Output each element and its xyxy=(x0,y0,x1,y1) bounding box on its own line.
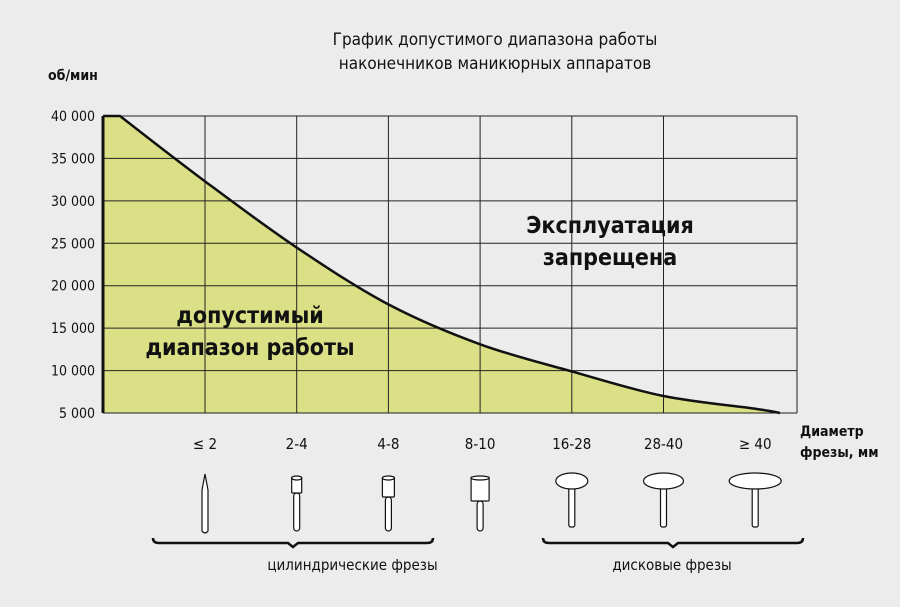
cylindrical-brace xyxy=(151,537,435,549)
x-tick-label: 16-28 xyxy=(552,435,591,453)
cylinder-medium-bur-icon xyxy=(381,475,395,532)
x-tick-label: 8-10 xyxy=(465,435,496,453)
chart-title: График допустимого диапазона работы нако… xyxy=(0,28,900,76)
x-tick-label: 28-40 xyxy=(644,435,683,453)
x-label-line-1: Диаметр xyxy=(800,424,864,440)
y-tick-label: 5 000 xyxy=(59,406,95,422)
allowed-range-annotation: допустимый диапазон работы xyxy=(140,300,360,364)
allowed-area xyxy=(103,116,780,413)
x-label-line-2: фрезы, мм xyxy=(800,445,879,461)
allowed-line-1: допустимый xyxy=(176,303,324,329)
title-line-2: наконечников маникюрных аппаратов xyxy=(338,54,652,74)
disc-small-bur-icon xyxy=(555,472,589,528)
x-axis-label: Диаметр фрезы, мм xyxy=(800,422,879,464)
forbidden-line-1: Эксплуатация xyxy=(526,213,694,239)
x-tick-label: ≤ 2 xyxy=(193,435,217,453)
forbidden-line-2: запрещена xyxy=(542,245,678,271)
cylinder-large-bur-icon xyxy=(470,475,490,532)
cylinder-small-bur-icon xyxy=(291,475,303,532)
forbidden-annotation: Эксплуатация запрещена xyxy=(500,210,720,274)
y-tick-label: 35 000 xyxy=(51,151,95,167)
allowed-line-2: диапазон работы xyxy=(145,335,355,361)
y-tick-label: 25 000 xyxy=(51,236,95,252)
x-tick-label: 4-8 xyxy=(377,435,399,453)
y-tick-label: 30 000 xyxy=(51,194,95,210)
x-tick-label: 2-4 xyxy=(286,435,308,453)
y-tick-label: 40 000 xyxy=(51,109,95,125)
y-tick-label: 10 000 xyxy=(51,364,95,380)
disc-large-bur-icon xyxy=(728,472,782,528)
rpm-curve xyxy=(103,114,781,415)
y-axis-label: об/мин xyxy=(48,68,98,84)
y-tick-label: 15 000 xyxy=(51,321,95,337)
group-label-cylindrical: цилиндрические фрезы xyxy=(267,556,438,574)
x-tick-label: ≥ 40 xyxy=(739,435,772,453)
disc-medium-bur-icon xyxy=(642,472,685,528)
needle-bur-icon xyxy=(201,473,209,534)
title-line-1: График допустимого диапазона работы xyxy=(332,30,658,50)
group-label-disc: дисковые фрезы xyxy=(612,556,732,574)
disc-brace xyxy=(541,537,805,549)
y-tick-label: 20 000 xyxy=(51,279,95,295)
